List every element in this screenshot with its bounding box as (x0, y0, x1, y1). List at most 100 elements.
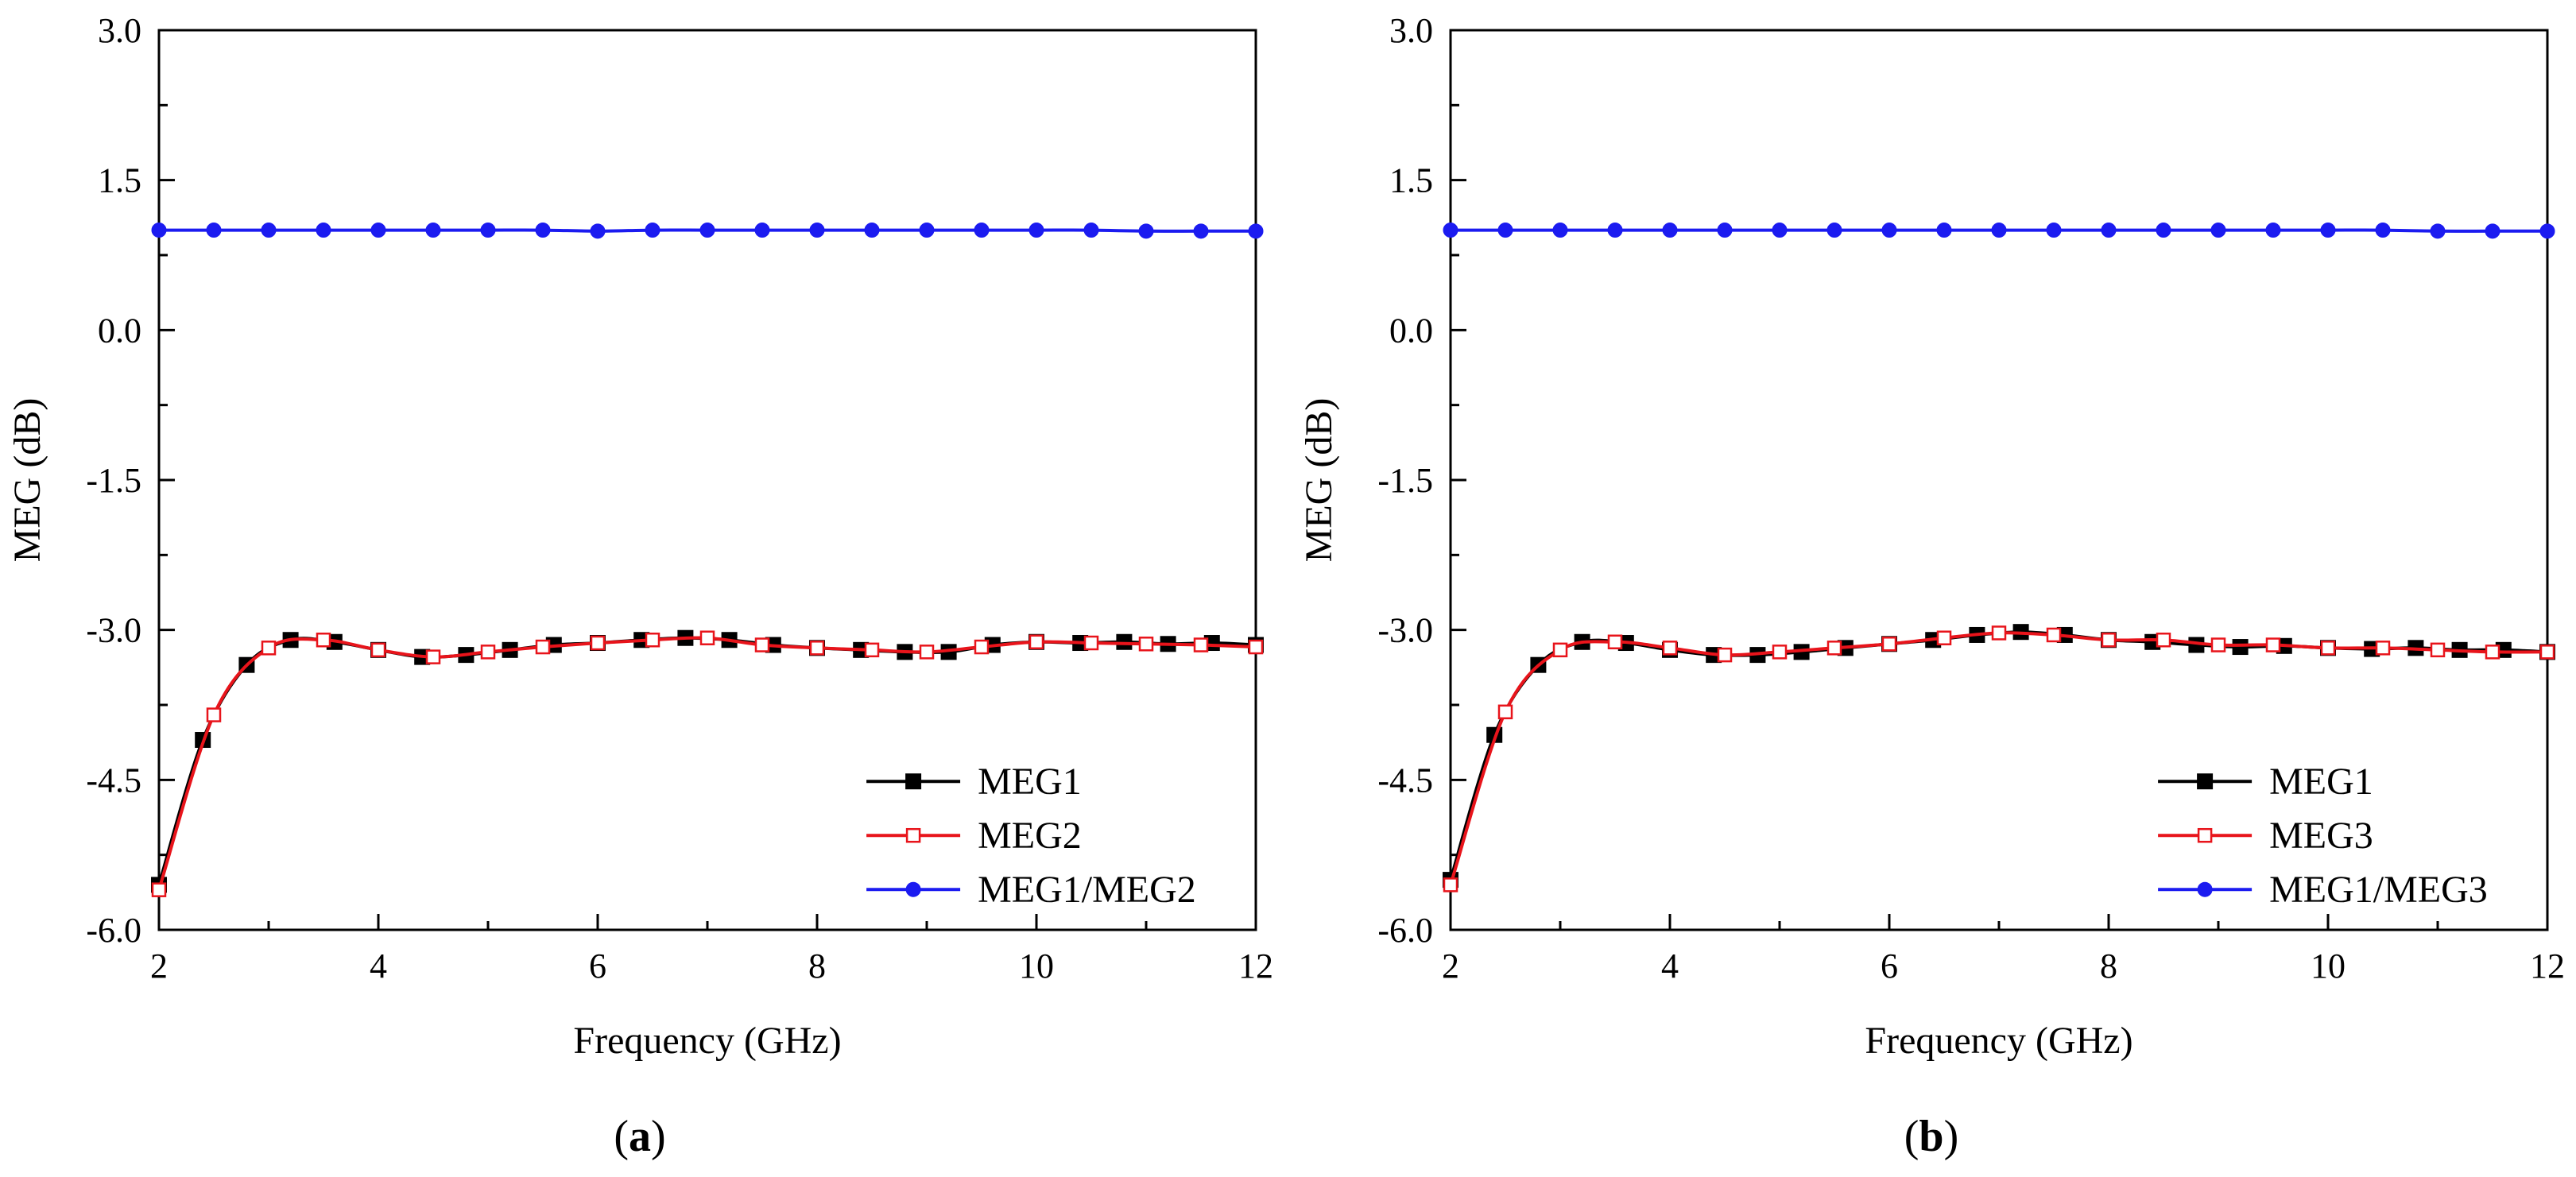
data-point (1138, 637, 1154, 652)
series-meg1-meg2 (151, 223, 1264, 239)
series-meg2 (151, 630, 1264, 897)
data-point (1028, 223, 1044, 238)
data-point (206, 223, 222, 238)
series-line (157, 636, 1257, 885)
data-point (1607, 223, 1623, 238)
data-point (2430, 223, 2446, 239)
x-tick-label: 4 (1661, 947, 1679, 985)
data-point (905, 881, 921, 897)
data-point (425, 649, 441, 664)
data-point (2265, 637, 2281, 652)
series-meg1 (151, 629, 1264, 893)
data-point (425, 223, 441, 238)
data-point (1662, 641, 1678, 656)
legend: MEG1 MEG2 MEG1/MEG2 (866, 761, 1196, 911)
data-point (2539, 223, 2555, 239)
y-tick-label: 3.0 (1389, 11, 1433, 50)
legend-entry: MEG1 (2158, 761, 2373, 803)
legend-entry: MEG2 (866, 815, 1082, 857)
data-point (1881, 223, 1897, 238)
x-tick-label: 8 (2100, 947, 2117, 985)
y-tick-label: -4.5 (1377, 761, 1433, 800)
y-tick-label: 1.5 (1389, 161, 1433, 200)
data-point (2210, 223, 2226, 238)
y-tick-label: -6.0 (86, 911, 141, 950)
data-point (2210, 637, 2226, 652)
panel-label: (b) (1904, 1112, 1958, 1161)
data-point (1936, 223, 1952, 238)
x-axis-title: Frequency (GHz) (1865, 1020, 2132, 1062)
data-point (1991, 625, 2007, 641)
y-tick-label: -1.5 (1377, 461, 1433, 500)
x-tick-label: 6 (1881, 947, 1898, 985)
legend-entry: MEG3 (2158, 815, 2373, 857)
x-tick-label: 12 (1238, 947, 1273, 985)
data-point (1028, 634, 1044, 650)
plot-frame (157, 29, 1257, 931)
data-point (974, 639, 990, 655)
data-point (535, 223, 551, 238)
y-tick-label: 1.5 (98, 161, 141, 200)
data-point (1717, 223, 1733, 238)
legend-label: MEG1 (978, 761, 1082, 803)
data-point (809, 223, 825, 238)
data-point (206, 707, 222, 722)
legend-entry: MEG1 (866, 761, 1082, 803)
data-point (864, 642, 880, 658)
data-point (2156, 223, 2171, 238)
data-point (1772, 223, 1788, 238)
series-meg1-meg3 (1443, 223, 2555, 239)
y-tick-label: -1.5 (86, 461, 141, 500)
legend-label: MEG1/MEG3 (2269, 869, 2488, 911)
data-point (905, 773, 922, 790)
data-point (261, 223, 277, 238)
data-point (480, 223, 496, 238)
data-point (1083, 223, 1099, 238)
y-tick-label: 3.0 (98, 11, 141, 50)
data-point (1248, 639, 1264, 655)
series-meg1 (1443, 624, 2555, 889)
data-point (645, 223, 660, 238)
data-point (151, 882, 167, 897)
x-tick-label: 6 (589, 947, 606, 985)
data-point (2197, 773, 2214, 790)
data-point (261, 641, 277, 656)
data-point (1991, 223, 2007, 238)
x-tick-label: 10 (2311, 947, 2346, 985)
data-point (1497, 223, 1513, 238)
legend-entry: MEG1/MEG3 (2158, 869, 2488, 911)
x-tick-label: 10 (1019, 947, 1054, 985)
y-axis-title: MEG (dB) (1298, 398, 1340, 563)
legend: MEG1 MEG3 MEG1/MEG3 (2158, 761, 2488, 911)
legend-label: MEG3 (2269, 815, 2373, 857)
data-point (1193, 223, 1209, 239)
data-point (1662, 223, 1678, 238)
x-tick-label: 2 (150, 947, 168, 985)
data-point (1772, 645, 1788, 660)
data-point (480, 645, 496, 660)
x-axis-title: Frequency (GHz) (573, 1020, 841, 1062)
y-tick-label: -4.5 (86, 761, 141, 800)
y-axis-title: MEG (dB) (6, 398, 48, 563)
data-point (1497, 704, 1513, 720)
data-point (2539, 645, 2555, 660)
data-point (1717, 647, 1733, 663)
data-point (590, 635, 606, 651)
data-point (590, 223, 606, 239)
data-point (864, 223, 880, 238)
data-point (919, 645, 935, 660)
y-tick-label: -3.0 (86, 611, 141, 650)
data-point (1443, 877, 1458, 892)
data-point (2265, 223, 2281, 238)
plot-frame (1449, 29, 2549, 931)
data-point (809, 641, 825, 656)
legend-label: MEG2 (978, 815, 1082, 857)
data-point (2375, 223, 2391, 238)
y-tick-label: -6.0 (1377, 911, 1433, 950)
data-point (1248, 223, 1264, 239)
data-point (2485, 645, 2500, 660)
x-tick-label: 12 (2530, 947, 2565, 985)
x-tick-label: 8 (808, 947, 826, 985)
data-point (919, 223, 935, 238)
